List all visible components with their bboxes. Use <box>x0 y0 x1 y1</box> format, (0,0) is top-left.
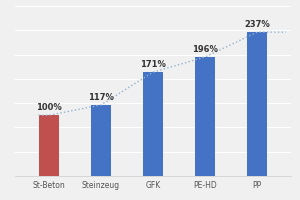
Text: 100%: 100% <box>36 103 62 112</box>
Bar <box>143 72 163 176</box>
Bar <box>195 57 215 176</box>
Bar <box>91 105 111 176</box>
Text: 117%: 117% <box>88 93 114 102</box>
Bar <box>39 115 59 176</box>
Text: 237%: 237% <box>244 20 270 29</box>
Text: 171%: 171% <box>140 60 166 69</box>
Text: 196%: 196% <box>192 45 218 54</box>
Bar <box>247 32 267 176</box>
